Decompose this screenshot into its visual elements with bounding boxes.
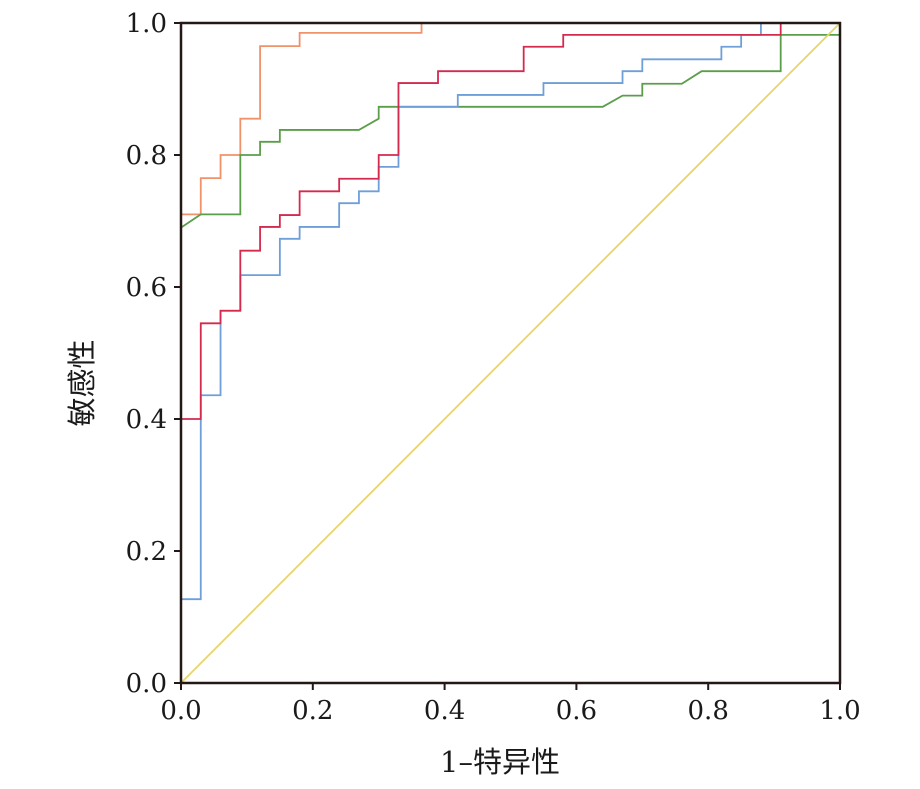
x-tick-label: 0.8 (688, 696, 729, 726)
y-tick-label: 0.6 (126, 273, 167, 303)
series-line-1 (181, 23, 423, 216)
ticks-layer: 0.0 0.2 0.4 0.6 0.8 1.0 0.0 0.2 0.4 0.6 0.8 1.0 (126, 9, 861, 726)
y-tick-label: 1.0 (126, 9, 167, 39)
series-line-3 (181, 22, 840, 601)
y-tick-label: 0.8 (126, 141, 167, 171)
y-axis-title: 敏感性 (65, 339, 99, 426)
x-tick-label: 0.6 (556, 696, 597, 726)
y-tick-label: 0.0 (126, 669, 167, 699)
y-tick-label: 0.2 (126, 537, 167, 567)
series-line-4 (181, 22, 840, 420)
plot-frame (179, 21, 842, 685)
x-tick-label: 0.0 (160, 696, 201, 726)
series-line-5 (180, 22, 841, 684)
x-tick-label: 1.0 (819, 696, 860, 726)
y-tick-label: 0.4 (126, 405, 167, 435)
series-layer (180, 22, 841, 684)
x-tick-label: 0.4 (424, 696, 465, 726)
x-axis-title: 1–特异性 (440, 745, 560, 779)
x-tick-label: 0.2 (292, 696, 333, 726)
series-line-2 (180, 33, 840, 229)
